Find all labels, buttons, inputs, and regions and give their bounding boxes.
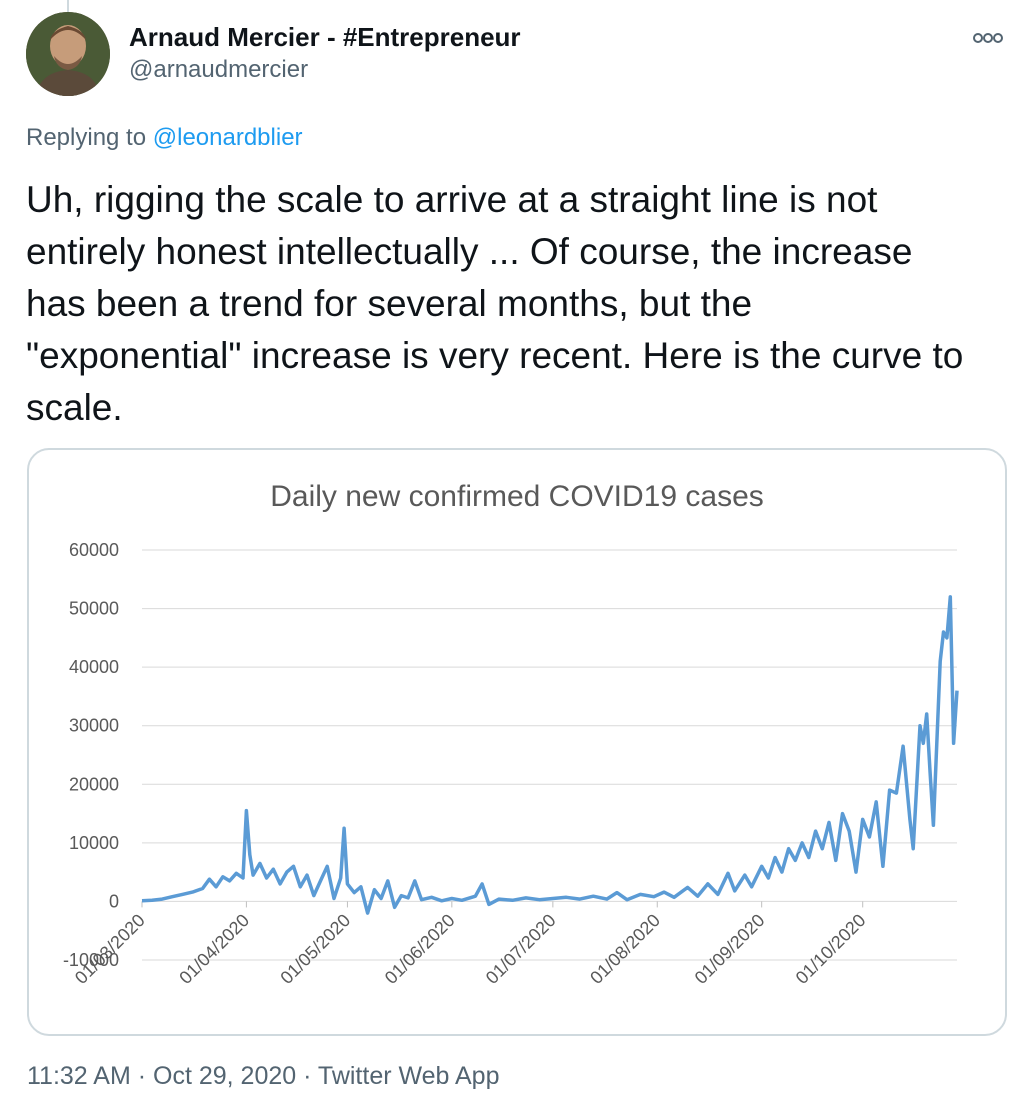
chart-title: Daily new confirmed COVID19 cases (270, 480, 764, 513)
covid-cases-chart: Daily new confirmed COVID19 cases 60000 50… (63, 480, 959, 988)
series-line (141, 595, 959, 915)
thread-connector-line (67, 0, 69, 12)
tweet-metadata: 11:32 AM · Oct 29, 2020 · Twitter Web Ap… (27, 1062, 500, 1091)
tweet-image[interactable]: Daily new confirmed COVID19 cases 60000 50… (27, 448, 1007, 1036)
tweet-date[interactable]: Oct 29, 2020 (153, 1062, 297, 1090)
author-name[interactable]: Arnaud Mercier - #Entrepreneur (129, 22, 521, 52)
x-tick-label: 01/06/2020 (381, 910, 459, 988)
x-tick-label: 01/04/2020 (175, 910, 253, 988)
tweet-time[interactable]: 11:32 AM (27, 1062, 131, 1090)
x-tick-label: 01/08/2020 (586, 910, 664, 988)
y-tick-label: 20000 (69, 774, 119, 794)
y-tick-label: 40000 (69, 657, 119, 677)
author-handle[interactable]: @arnaudmercier (129, 56, 309, 83)
replying-to: Replying to @leonardblier (26, 124, 303, 152)
x-tick-label: 01/07/2020 (482, 910, 560, 988)
y-tick-label: -10000 (63, 950, 119, 970)
y-tick-label: 30000 (69, 716, 119, 736)
y-tick-label: 60000 (69, 540, 119, 560)
profile-avatar[interactable] (26, 12, 110, 96)
meta-separator: · (296, 1062, 318, 1090)
x-tick-label: 01/09/2020 (691, 910, 769, 988)
x-tick-label: 01/05/2020 (276, 910, 354, 988)
replying-to-prefix: Replying to (26, 124, 153, 151)
more-options-icon[interactable] (968, 26, 1008, 50)
y-tick-label: 0 (109, 891, 119, 911)
meta-separator: · (130, 1062, 153, 1090)
x-tick-label: 01/10/2020 (792, 910, 870, 988)
replying-to-handle-link[interactable]: @leonardblier (152, 124, 303, 151)
tweet-text: Uh, rigging the scale to arrive at a str… (26, 179, 964, 428)
tweet-source[interactable]: Twitter Web App (317, 1062, 500, 1090)
y-tick-label: 50000 (69, 599, 119, 619)
y-tick-label: 10000 (69, 833, 119, 853)
